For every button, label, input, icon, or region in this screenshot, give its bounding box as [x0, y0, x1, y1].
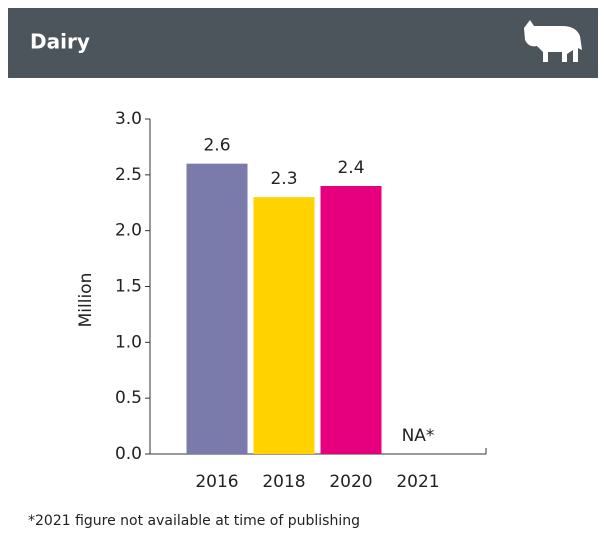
y-tick-label: 2.5 — [115, 165, 142, 185]
bar — [253, 197, 315, 454]
value-label: 2.3 — [270, 169, 297, 189]
value-label: NA* — [402, 426, 435, 446]
value-label: 2.4 — [337, 158, 364, 178]
y-tick-label: 1.0 — [115, 332, 142, 352]
y-tick-label: 2.0 — [115, 221, 142, 241]
y-axis-label: Million — [76, 273, 96, 328]
footnote: *2021 figure not available at time of pu… — [28, 513, 360, 529]
bar — [186, 163, 248, 454]
x-tick-label: 2016 — [195, 472, 238, 492]
x-tick-label: 2020 — [329, 472, 372, 492]
x-tick-label: 2021 — [396, 472, 439, 492]
header-bar — [8, 8, 598, 78]
value-label: 2.6 — [203, 136, 230, 156]
y-tick-label: 3.0 — [115, 109, 142, 129]
y-tick-label: 0.0 — [115, 444, 142, 464]
bar — [320, 186, 382, 454]
cow-icon — [524, 20, 582, 62]
x-tick-label: 2018 — [262, 472, 305, 492]
header-title: Dairy — [30, 30, 90, 54]
y-tick-label: 0.5 — [115, 388, 142, 408]
y-tick-label: 1.5 — [115, 277, 142, 297]
